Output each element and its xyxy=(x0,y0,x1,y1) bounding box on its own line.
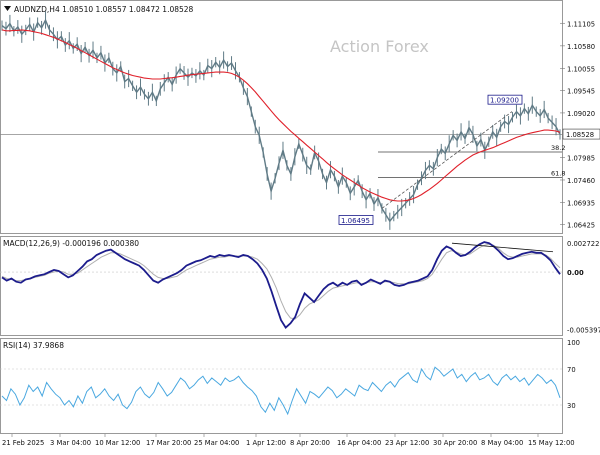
annotation-label: 1.06495 xyxy=(341,217,370,225)
rsi-line xyxy=(1,366,561,416)
last-price-tick: 1.08528 xyxy=(566,131,594,139)
annotation-label: 1.09200 xyxy=(490,97,519,105)
annotation-box xyxy=(338,215,374,225)
price-panel-frame xyxy=(0,0,563,234)
x-tick-label: 3 Mar 04:00 xyxy=(50,439,91,447)
price-series-line xyxy=(1,18,561,223)
rsi-tick-label: 30 xyxy=(567,402,576,410)
triangle-down-icon[interactable] xyxy=(4,6,11,11)
rsi-panel-title: RSI(14) 37.9868 xyxy=(3,341,64,350)
rsi-tick-label: 100 xyxy=(567,339,580,347)
annotation-box xyxy=(487,94,523,105)
macd-line xyxy=(1,241,561,329)
price-tick-label: 1.10055 xyxy=(567,65,595,73)
x-tick-label: 1 Apr 12:00 xyxy=(246,439,286,447)
x-tick-label: 17 Mar 20:00 xyxy=(146,439,191,447)
macd-trendline xyxy=(451,242,554,253)
macd-panel-frame xyxy=(0,236,563,336)
macd-tick-label: 0.00 xyxy=(567,269,584,277)
macd-panel-title: MACD(12,26,9) -0.000196 0.000380 xyxy=(3,239,139,248)
rsi-tick-label: 70 xyxy=(567,366,576,374)
x-tick-label: 25 Mar 04:00 xyxy=(194,439,239,447)
x-tick-label: 8 Apr 20:00 xyxy=(290,439,330,447)
price-tick-label: 1.06935 xyxy=(567,200,595,208)
price-tick-label: 1.10580 xyxy=(567,43,595,51)
x-tick-label: 16 Apr 04:00 xyxy=(337,439,381,447)
price-tick-label: 1.09020 xyxy=(567,110,595,118)
fib-level-label: 61.8 xyxy=(551,169,565,177)
x-tick-label: 30 Apr 20:00 xyxy=(433,439,477,447)
x-tick-label: 8 May 04:00 xyxy=(481,439,523,447)
price-tick-label: 1.09545 xyxy=(567,87,595,95)
macd-tick-label: -0.005397 xyxy=(567,327,600,335)
price-tick-label: 1.07460 xyxy=(567,177,595,185)
watermark-logo: Action Forex xyxy=(330,37,429,56)
price-tick-label: 1.07985 xyxy=(567,154,595,162)
rsi-panel-frame xyxy=(0,338,563,434)
price-tick-label: 1.06425 xyxy=(567,221,595,229)
fib-level-label: 38.2 xyxy=(551,144,565,152)
x-tick-label: 23 Apr 12:00 xyxy=(385,439,429,447)
macd-signal-line xyxy=(1,243,561,320)
x-tick-label: 21 Feb 2025 xyxy=(2,439,44,447)
last-price-box xyxy=(562,128,600,140)
x-tick-label: 15 May 12:00 xyxy=(528,439,575,447)
price-panel-title: AUDNZD,H4 1.08510 1.08557 1.08472 1.0852… xyxy=(14,5,194,14)
moving-average-line xyxy=(1,29,561,202)
x-tick-label: 10 Mar 12:00 xyxy=(95,439,140,447)
macd-tick-label: 0.002722 xyxy=(567,240,599,248)
trendline xyxy=(381,111,513,209)
price-tick-label: 1.11105 xyxy=(567,20,595,28)
